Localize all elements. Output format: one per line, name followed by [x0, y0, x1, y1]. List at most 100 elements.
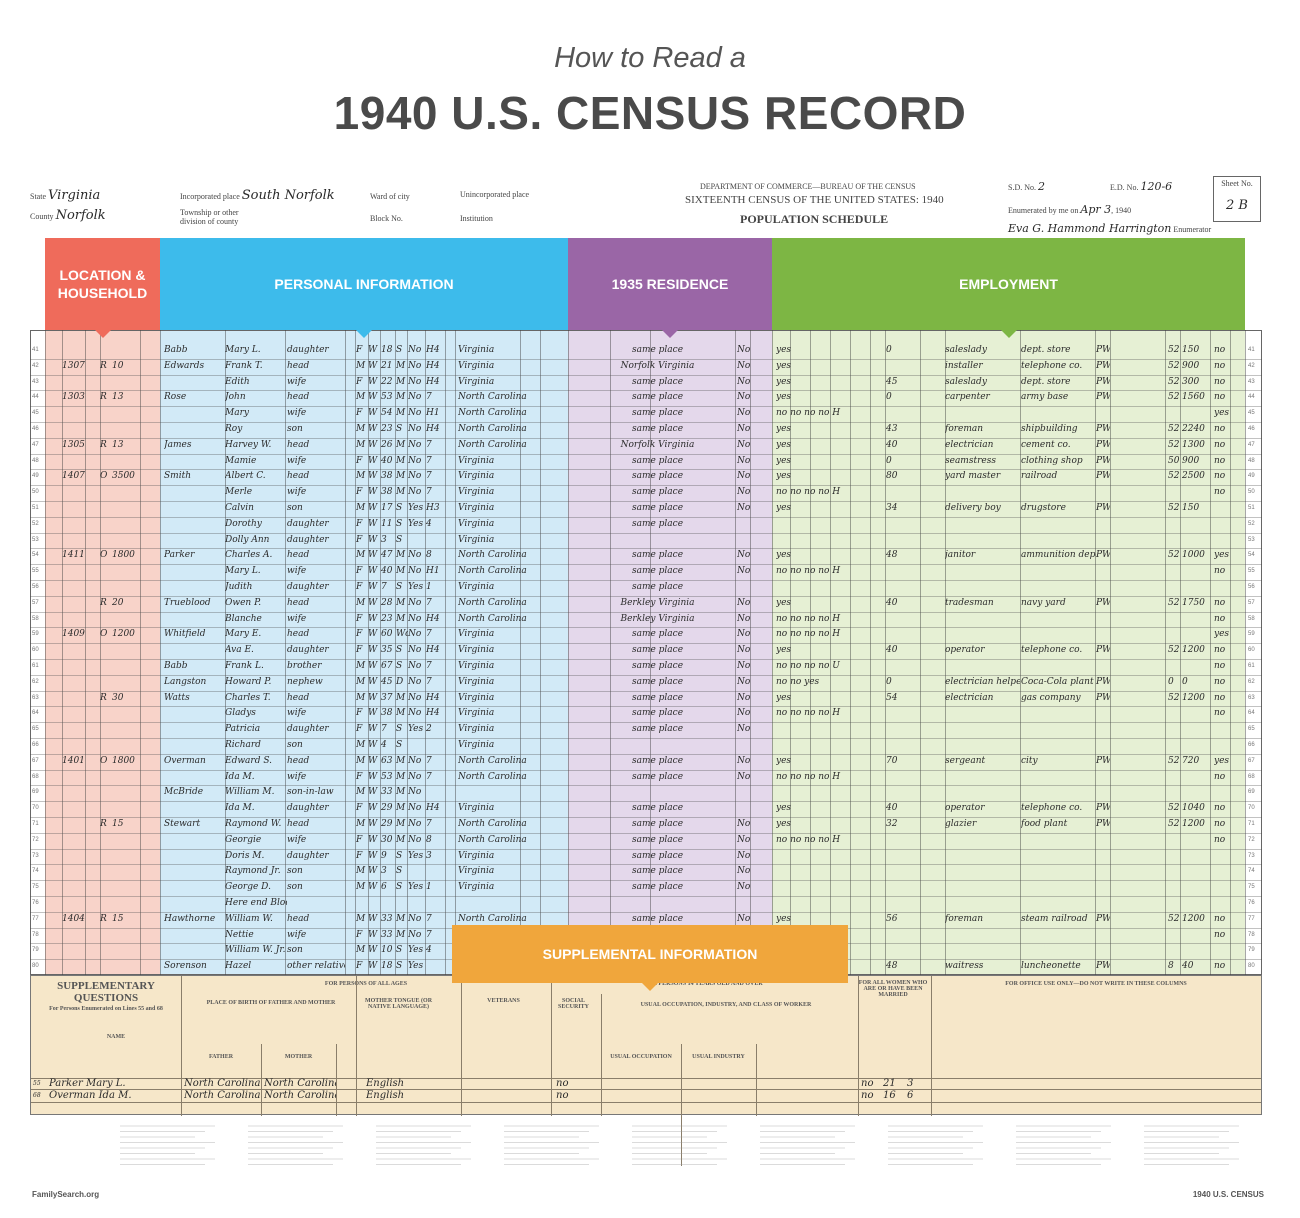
- tongue-heading: MOTHER TONGUE (OR NATIVE LANGUAGE): [364, 998, 433, 1010]
- cell-surname: Stewart: [164, 819, 201, 829]
- table-row: [30, 864, 1262, 866]
- cell-farm: No: [737, 345, 751, 355]
- cell-birth: North Carolina: [458, 424, 527, 434]
- cell-work: yes: [776, 471, 792, 482]
- grid-column-line: [1230, 330, 1231, 975]
- cell-mar: M: [396, 755, 406, 766]
- cell-mar: S: [396, 345, 403, 355]
- cell-race: W: [368, 787, 378, 798]
- table-row: [30, 880, 1262, 882]
- cell-age: 17: [381, 503, 393, 513]
- cell-sex: M: [356, 661, 366, 671]
- cell-rel: nephew: [287, 676, 323, 687]
- cell-given: Merle: [225, 487, 253, 498]
- cell-work: yes: [776, 755, 792, 766]
- line-number: 52: [1248, 520, 1255, 527]
- cell-surname: Langston: [164, 676, 207, 687]
- line-number: 62: [1248, 678, 1255, 685]
- cell-work: no no no no U: [776, 661, 840, 671]
- location-column-tint: [45, 330, 160, 975]
- table-row: [30, 659, 1262, 660]
- cell-rel: head: [287, 471, 310, 482]
- cell-race: W: [368, 724, 378, 735]
- table-row: [30, 611, 1262, 613]
- cell-oth: no: [1214, 708, 1226, 719]
- cell-rel: wife: [287, 408, 307, 419]
- cell-sex: M: [356, 740, 366, 750]
- cell-house: 1305: [62, 439, 85, 450]
- township-label: Township or other division of county: [180, 208, 239, 226]
- cell-birth: North Carolina: [458, 550, 527, 561]
- cell-sex: F: [356, 582, 363, 592]
- cell-rel: son: [287, 882, 303, 893]
- cell-race: W: [368, 582, 378, 592]
- cell-ind: ammunition depot: [1021, 550, 1096, 561]
- cell-res: Norfolk Virginia: [620, 360, 695, 371]
- cell-wks: 8: [1168, 961, 1174, 972]
- cell-work: yes: [776, 424, 792, 434]
- cell-sch: No: [408, 692, 422, 703]
- cell-given: Charles A.: [225, 550, 273, 561]
- cell-rel: wife: [287, 708, 307, 719]
- cell-wks: 52: [1168, 360, 1180, 371]
- cell-given: Nettie: [225, 929, 254, 940]
- cell-ind: cement co.: [1021, 439, 1071, 450]
- cell-oth: no: [1214, 819, 1226, 829]
- sheet-value: 2 B: [1226, 198, 1248, 213]
- cell-birth: North Carolina: [458, 566, 527, 577]
- cell-sex: F: [356, 455, 363, 466]
- cell-surname: Overman: [164, 755, 206, 766]
- cell-occ: electrician helper: [945, 676, 1020, 687]
- cell-mar: M: [396, 787, 406, 798]
- cell-rel: wife: [287, 376, 307, 387]
- cell-rel: wife: [287, 455, 307, 466]
- cell-given: Mary L.: [225, 566, 261, 577]
- cell-occ: tradesman: [945, 597, 994, 608]
- cell-res: same place: [631, 692, 684, 703]
- cell-res: same place: [631, 376, 684, 387]
- line-number: 73: [32, 852, 39, 859]
- line-number: 75: [1248, 884, 1255, 891]
- cell-race: W: [368, 913, 378, 924]
- cell-mar: S: [396, 866, 403, 877]
- line-number: 79: [1248, 947, 1255, 954]
- cell-res: same place: [631, 566, 684, 577]
- cell-age: 37: [381, 692, 393, 703]
- cell-surname: Sorenson: [164, 961, 207, 972]
- cell-wks: 52: [1168, 439, 1180, 450]
- cell-house: 1407: [62, 471, 85, 482]
- cell-given: Mary: [225, 408, 249, 419]
- cell-rel: head: [287, 913, 310, 924]
- cell-given: George D.: [225, 882, 271, 893]
- cell-oth: no: [1214, 424, 1226, 434]
- cell-own: O: [100, 471, 108, 482]
- cell-res: same place: [631, 408, 684, 419]
- cell-cls: PW: [1096, 392, 1110, 403]
- cell-rel: wife: [287, 613, 307, 624]
- cell-value: 15: [112, 913, 124, 924]
- cell-rel: daughter: [287, 534, 329, 545]
- enum-year: 1940: [1115, 206, 1132, 215]
- ward-label: Ward of city: [370, 192, 410, 201]
- inc-place-value: South Norfolk: [241, 188, 335, 203]
- cell-given: Edward S.: [225, 755, 273, 766]
- page-title: 1940 U.S. CENSUS RECORD: [333, 87, 967, 139]
- cell-ind: steam railroad: [1021, 913, 1088, 924]
- cell-race: W: [368, 882, 378, 893]
- cell-house: 1303: [62, 392, 85, 403]
- cell-res: same place: [631, 582, 684, 592]
- table-row: [30, 643, 1262, 645]
- cell-age: 11: [381, 518, 393, 529]
- cell-rel: head: [287, 392, 310, 403]
- cell-inc: 1200: [1182, 692, 1205, 703]
- cell-rel: other relative: [287, 961, 345, 972]
- cell-hrs: 40: [886, 439, 898, 450]
- grid-column-line: [568, 330, 569, 975]
- cell-sch: No: [408, 550, 422, 561]
- cell-race: W: [368, 629, 378, 640]
- cell-given: Ida M.: [225, 803, 255, 814]
- cell-own: O: [100, 629, 108, 640]
- cell-race: W: [368, 692, 378, 703]
- cell-house: 1401: [62, 755, 85, 766]
- line-number: 48: [1248, 457, 1255, 464]
